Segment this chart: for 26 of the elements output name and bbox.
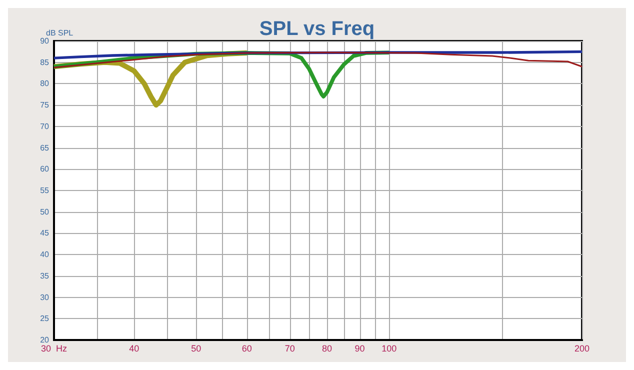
x-tick-label: 90 <box>354 344 365 354</box>
x-tick-label: 70 <box>284 344 295 354</box>
y-tick-label: 80 <box>40 79 50 88</box>
y-tick-label: 60 <box>40 164 50 174</box>
y-tick-label: 25 <box>40 314 50 324</box>
chart-title: SPL vs Freq <box>259 18 375 40</box>
x-tick-label: 100 <box>382 344 397 354</box>
y-tick-label: 65 <box>40 143 50 152</box>
x-tick-label: 80 <box>322 344 332 354</box>
x-tick-label: 30 Hz <box>40 344 68 354</box>
x-tick-label: 60 <box>242 344 252 354</box>
y-tick-label: 85 <box>40 58 50 67</box>
y-tick-label: 30 <box>40 292 50 302</box>
y-tick-label: 55 <box>40 186 50 195</box>
y-tick-label: 90 <box>40 36 50 46</box>
x-tick-label: 200 <box>574 344 590 354</box>
x-tick-label: 50 <box>191 344 202 354</box>
y-tick-label: 45 <box>40 228 50 238</box>
y-tick-label: 40 <box>40 250 50 260</box>
y-tick-label: 35 <box>40 271 50 280</box>
y-tick-label: 70 <box>40 122 50 131</box>
y-tick-label: 50 <box>40 207 50 216</box>
y-tick-label: 20 <box>40 336 50 344</box>
y-tick-label: 75 <box>40 100 50 110</box>
x-tick-label: 40 <box>129 344 140 354</box>
y-axis-title: dB SPL <box>46 28 74 38</box>
